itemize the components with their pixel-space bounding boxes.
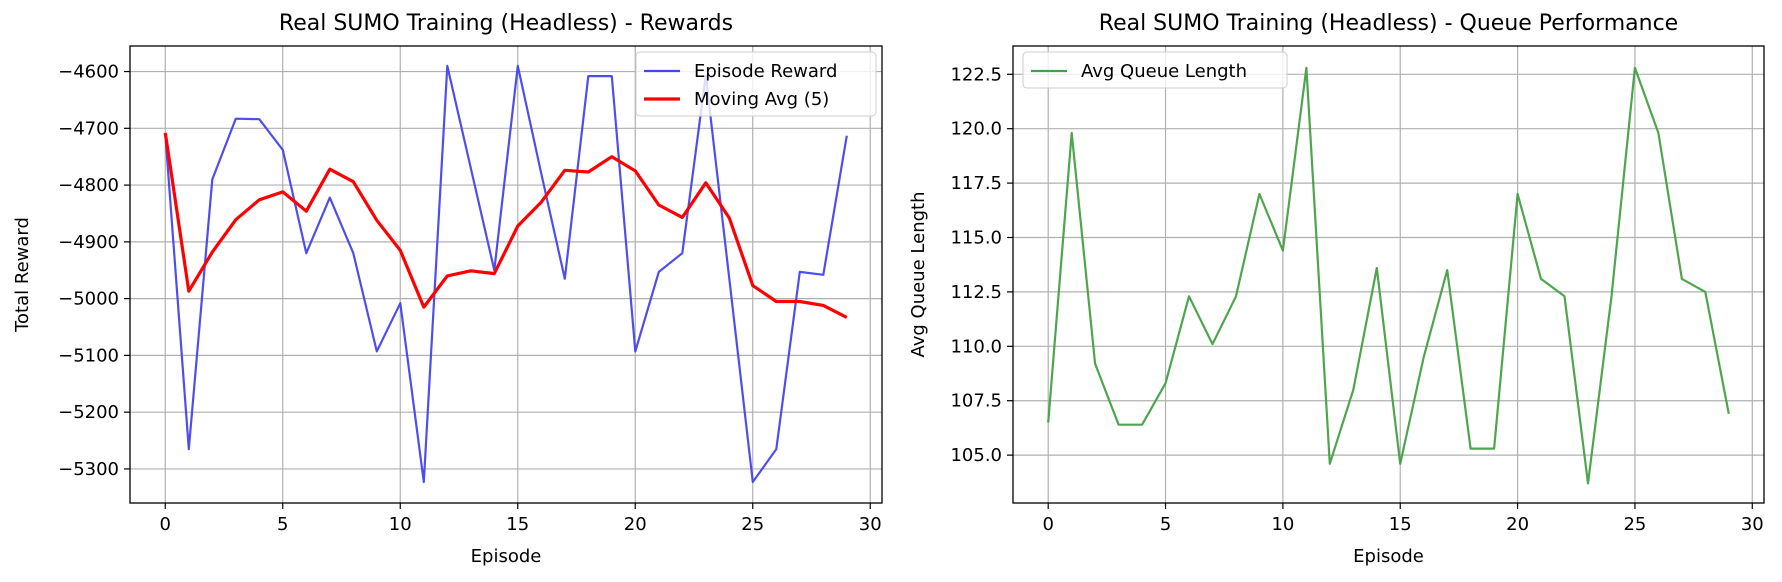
queue-x-tick-label: 20 [1506, 514, 1529, 535]
rewards-y-tick-label: −4800 [58, 175, 119, 196]
rewards-x-tick-label: 30 [859, 514, 882, 535]
queue-x-tick-label: 30 [1741, 514, 1764, 535]
queue-y-tick-label: 115.0 [950, 228, 1002, 249]
queue-legend-label: Avg Queue Length [1081, 61, 1247, 82]
queue-chart: 0 5 10 15 20 25 30 105.0 107.5 110.0 112.5 115.0 117… [908, 11, 1765, 567]
rewards-x-tick-label: 25 [741, 514, 764, 535]
rewards-x-axis-label: Episode [471, 546, 542, 567]
queue-series-line-0 [1047, 66, 1730, 485]
rewards-y-tick-label: −5300 [58, 459, 119, 480]
rewards-legend-box [635, 51, 877, 117]
rewards-x-tick-label: 5 [277, 514, 288, 535]
queue-legend-box [1022, 51, 1288, 89]
queue-y-axis-label: Avg Queue Length [908, 192, 929, 358]
queue-y-tick-label: 117.5 [950, 173, 1002, 194]
queue-x-tick-label: 10 [1271, 514, 1294, 535]
rewards-axes-frame [129, 45, 883, 504]
rewards-y-tick-label: −5200 [58, 402, 119, 423]
rewards-y-tick-label: −4600 [58, 62, 119, 83]
rewards-series-line-0 [164, 64, 848, 484]
rewards-legend: Episode Reward Moving Avg (5) [635, 51, 877, 117]
rewards-y-tick-label: −5000 [58, 289, 119, 310]
rewards-y-tick-label: −4900 [58, 232, 119, 253]
rewards-series-line-1 [163, 132, 848, 319]
queue-legend: Avg Queue Length [1022, 51, 1288, 89]
rewards-y-axis-label: Total Reward [12, 217, 33, 333]
rewards-legend-label: Moving Avg (5) [694, 89, 829, 110]
queue-x-tick-label: 5 [1160, 514, 1171, 535]
rewards-y-tick-label: −4700 [58, 118, 119, 139]
rewards-x-tick-label: 0 [160, 514, 171, 535]
rewards-x-tick-label: 15 [506, 514, 529, 535]
rewards-y-tick-label: −5100 [58, 345, 119, 366]
rewards-chart: 0 5 10 15 20 25 30 −5300 −5200 −5100 −5000 −4900 −48… [12, 11, 883, 567]
queue-y-tick-label: 120.0 [950, 119, 1002, 140]
queue-y-tick-label: 107.5 [950, 391, 1002, 412]
queue-chart-title: Real SUMO Training (Headless) - Queue Pe… [1099, 11, 1678, 36]
rewards-x-tick-label: 20 [624, 514, 647, 535]
rewards-chart-title: Real SUMO Training (Headless) - Rewards [279, 11, 733, 36]
queue-y-tick-label: 122.5 [950, 64, 1002, 85]
rewards-x-tick-label: 10 [389, 514, 412, 535]
queue-y-tick-label: 112.5 [950, 282, 1002, 303]
queue-x-tick-label: 0 [1042, 514, 1053, 535]
queue-axes-frame [1012, 45, 1765, 504]
queue-x-tick-label: 25 [1623, 514, 1646, 535]
queue-x-axis-label: Episode [1353, 546, 1424, 567]
queue-x-tick-label: 15 [1389, 514, 1412, 535]
rewards-legend-label: Episode Reward [694, 61, 837, 82]
queue-y-tick-label: 110.0 [950, 336, 1002, 357]
queue-y-tick-label: 105.0 [950, 445, 1002, 466]
